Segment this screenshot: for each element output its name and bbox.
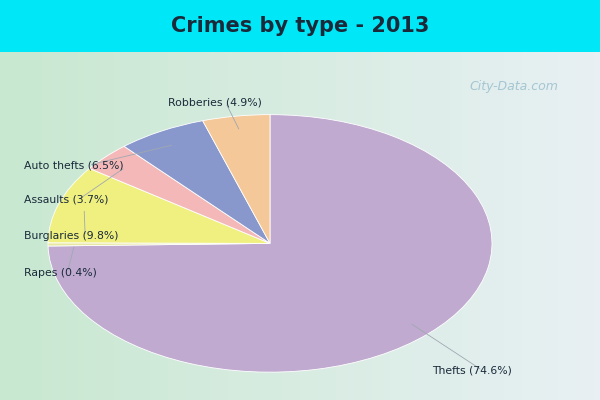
Wedge shape [203,115,270,243]
Text: Rapes (0.4%): Rapes (0.4%) [24,268,97,278]
Text: City-Data.com: City-Data.com [469,80,558,93]
Text: Robberies (4.9%): Robberies (4.9%) [168,98,262,108]
Text: Thefts (74.6%): Thefts (74.6%) [432,366,512,376]
Text: Auto thefts (6.5%): Auto thefts (6.5%) [24,160,124,170]
Wedge shape [48,168,270,243]
Wedge shape [48,243,270,246]
Text: Assaults (3.7%): Assaults (3.7%) [24,195,109,205]
Text: Burglaries (9.8%): Burglaries (9.8%) [24,232,119,242]
Text: Crimes by type - 2013: Crimes by type - 2013 [171,16,429,36]
Wedge shape [48,115,492,372]
Wedge shape [124,121,270,243]
Wedge shape [89,146,270,243]
